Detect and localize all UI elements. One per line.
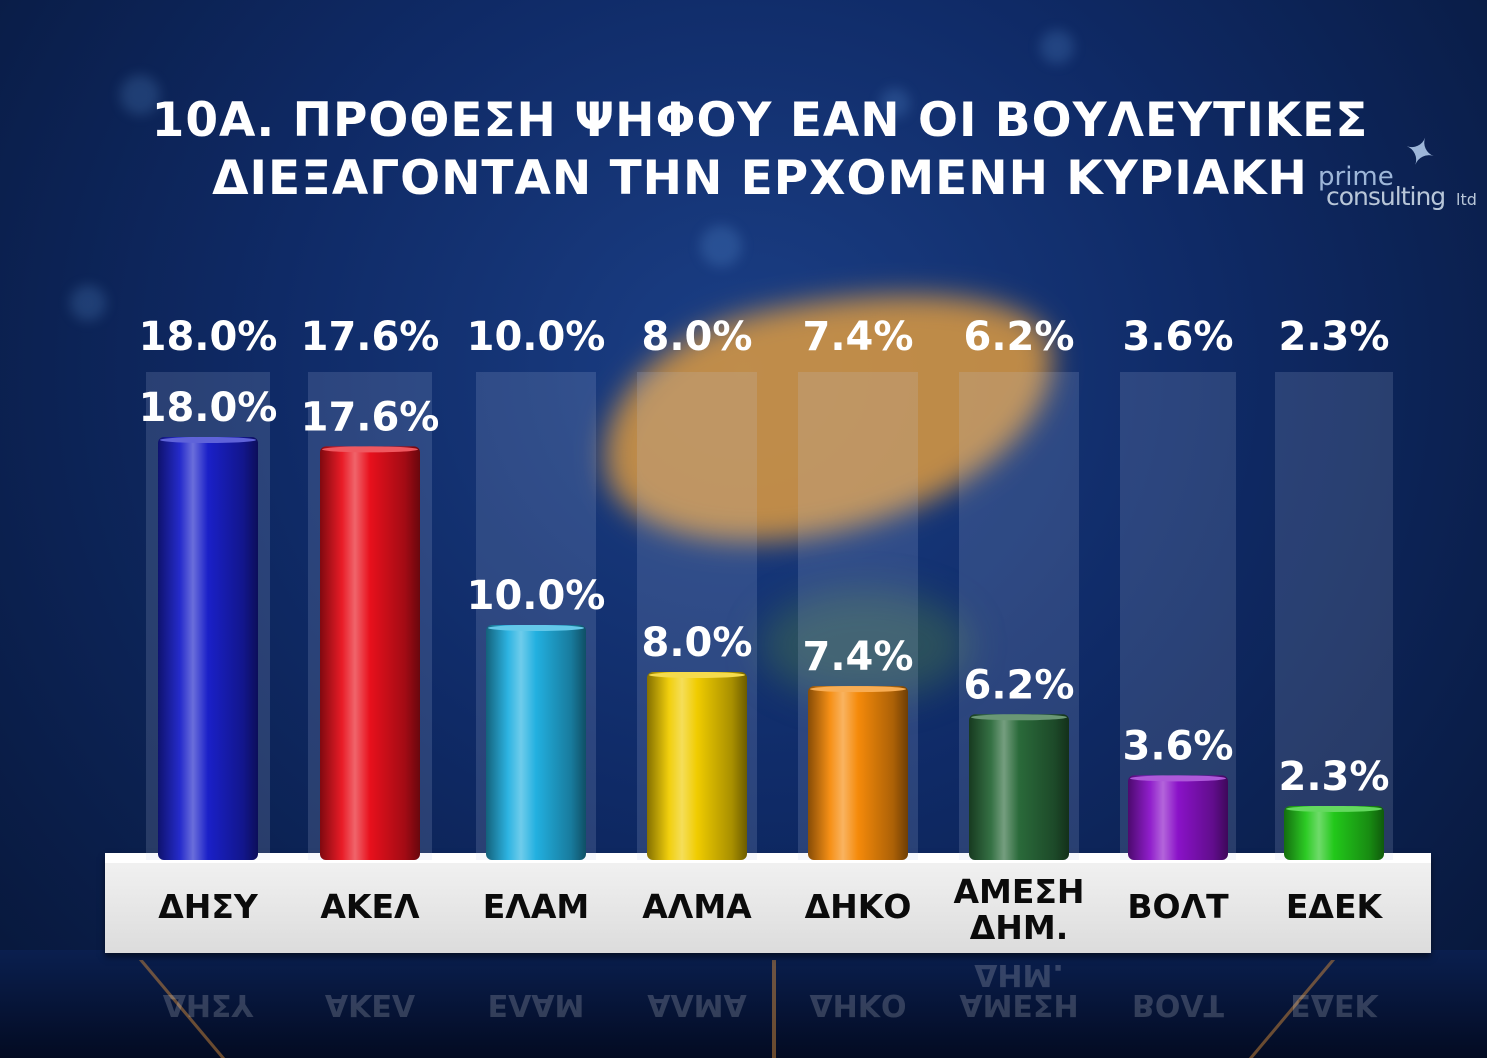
bar-top-cap [810, 686, 906, 692]
top-value-label: 17.6% [301, 314, 440, 360]
bar-value-label: 18.0% [139, 385, 278, 431]
bar-value-label: 17.6% [301, 394, 440, 440]
bar [320, 446, 420, 860]
bar-value-label: 6.2% [964, 662, 1075, 708]
bar [647, 672, 747, 860]
bar-top-cap [488, 625, 584, 631]
bar-value-label: 10.0% [467, 573, 606, 619]
bar-top-cap [971, 714, 1067, 720]
top-value-label: 18.0% [139, 314, 278, 360]
top-value-label: 7.4% [803, 314, 914, 360]
bar [486, 625, 586, 860]
category-label: ΑΜΕΣΗ [953, 872, 1084, 911]
bar [1128, 775, 1228, 860]
category-label: ΑΚΕΛ [320, 887, 420, 926]
bar [808, 686, 908, 860]
bar-top-cap [1286, 806, 1382, 812]
bar-value-label: 3.6% [1123, 723, 1234, 769]
bar-value-label: 7.4% [803, 634, 914, 680]
top-value-label: 6.2% [964, 314, 1075, 360]
category-label: ΕΛΑΜ [483, 887, 589, 926]
category-label: ΔΗΜ. [970, 908, 1069, 947]
top-value-label: 8.0% [642, 314, 753, 360]
bar-top-cap [649, 672, 745, 678]
bar-top-cap [322, 446, 418, 452]
top-value-label: 3.6% [1123, 314, 1234, 360]
bar-value-label: 8.0% [642, 620, 753, 666]
bar-top-cap [1130, 775, 1226, 781]
bar-top-cap [160, 437, 256, 443]
category-label: ΒΟΛΤ [1127, 887, 1229, 926]
category-label: ΑΛΜΑ [642, 887, 752, 926]
top-value-label: 10.0% [467, 314, 606, 360]
category-label: ΔΗΣΥ [158, 887, 259, 926]
bar [158, 437, 258, 860]
category-label: ΔΗΚΟ [805, 887, 912, 926]
bar [1284, 806, 1384, 860]
bar-value-label: 2.3% [1279, 754, 1390, 800]
bar [969, 714, 1069, 860]
category-label: ΕΔΕΚ [1286, 887, 1384, 926]
top-value-label: 2.3% [1279, 314, 1390, 360]
